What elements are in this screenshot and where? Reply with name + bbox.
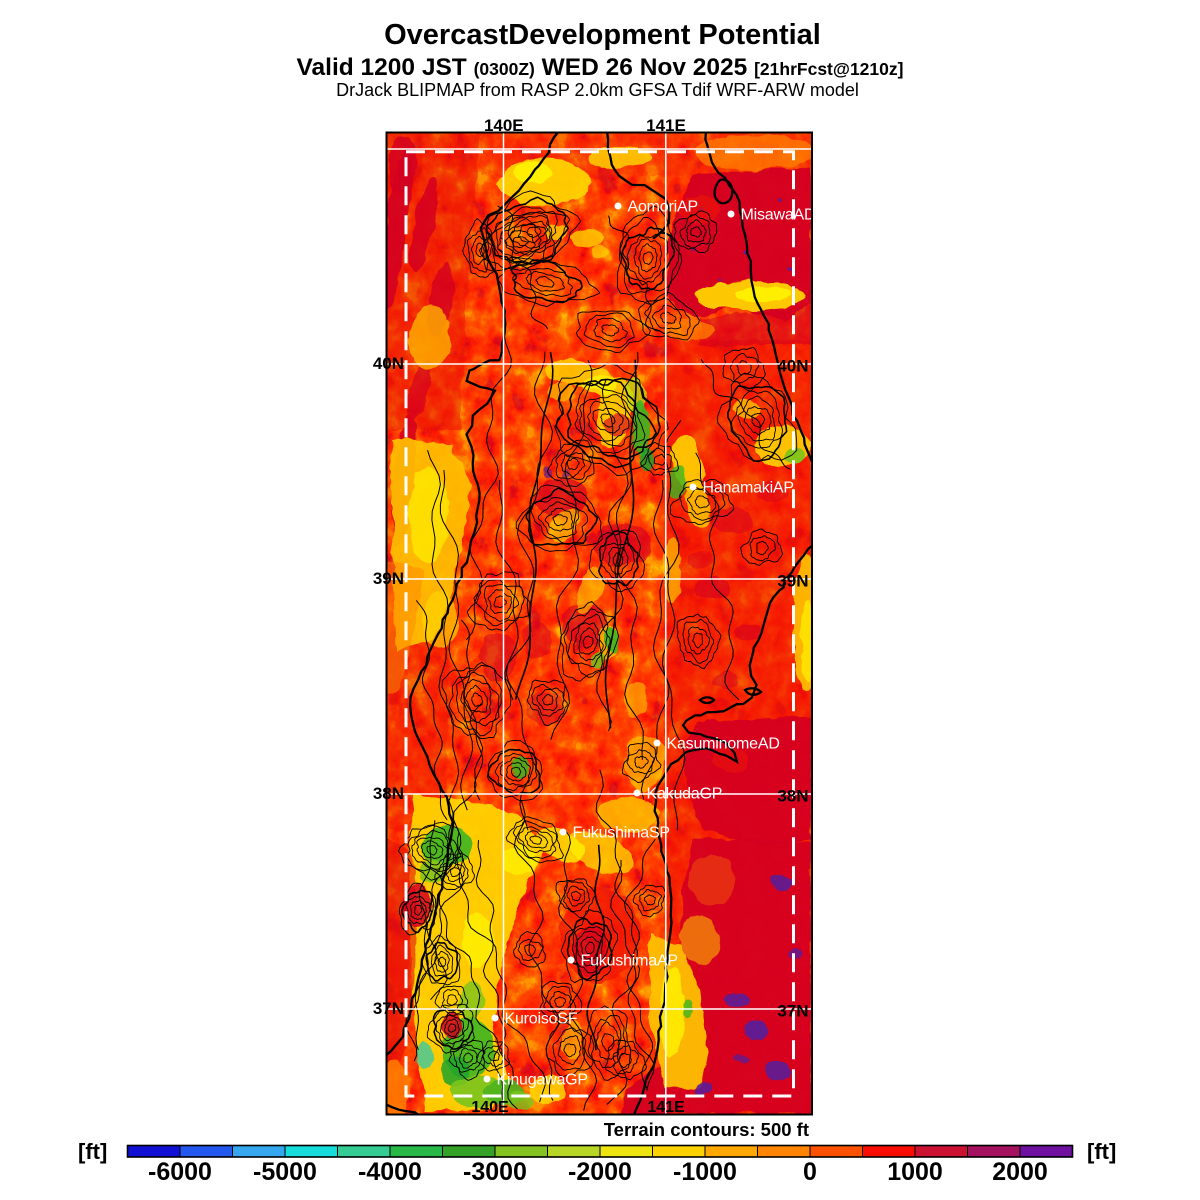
svg-text:40N: 40N: [373, 354, 404, 373]
svg-text:1000: 1000: [887, 1158, 943, 1186]
svg-text:38N: 38N: [373, 784, 404, 803]
svg-text:-2000: -2000: [568, 1158, 632, 1186]
svg-text:FukushimaSP: FukushimaSP: [573, 825, 670, 842]
svg-text:[ft]: [ft]: [1087, 1139, 1116, 1164]
svg-text:-4000: -4000: [358, 1158, 422, 1186]
svg-text:KasuminomeAD: KasuminomeAD: [667, 736, 780, 753]
svg-text:-3000: -3000: [463, 1158, 527, 1186]
svg-text:140E: 140E: [471, 1099, 509, 1116]
svg-text:38N: 38N: [777, 787, 808, 806]
svg-text:0: 0: [803, 1158, 817, 1186]
svg-text:HanamakiAP: HanamakiAP: [703, 480, 794, 497]
svg-text:37N: 37N: [373, 999, 404, 1018]
svg-text:AomoriAP: AomoriAP: [628, 199, 698, 216]
svg-text:39N: 39N: [373, 569, 404, 588]
svg-text:141E: 141E: [647, 1099, 685, 1116]
svg-text:Terrain contours: 500 ft: Terrain contours: 500 ft: [604, 1119, 809, 1140]
svg-text:KuroisoSF: KuroisoSF: [505, 1011, 578, 1028]
svg-text:39N: 39N: [777, 572, 808, 591]
svg-text:-5000: -5000: [253, 1158, 317, 1186]
svg-text:KinugawaGP: KinugawaGP: [497, 1072, 588, 1089]
svg-text:140E: 140E: [484, 116, 524, 135]
svg-text:FukushimaAP: FukushimaAP: [581, 953, 678, 970]
svg-text:2000: 2000: [992, 1158, 1048, 1186]
svg-text:KakudaGP: KakudaGP: [647, 786, 723, 803]
svg-text:141E: 141E: [646, 116, 686, 135]
svg-text:40N: 40N: [777, 357, 808, 376]
svg-text:-1000: -1000: [673, 1158, 737, 1186]
svg-text:37N: 37N: [777, 1002, 808, 1021]
svg-text:-6000: -6000: [148, 1158, 212, 1186]
svg-text:[ft]: [ft]: [78, 1139, 107, 1164]
svg-text:MisawaAD: MisawaAD: [741, 207, 816, 224]
